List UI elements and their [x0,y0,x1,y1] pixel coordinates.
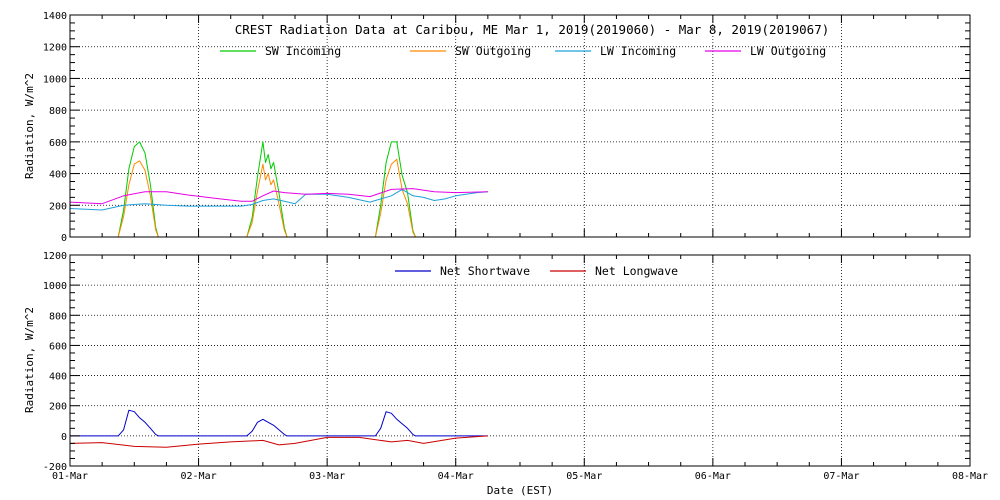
x-tick-label: 06-Mar [695,471,731,482]
top-panel: 0 200 400 600 800 1000 1200 1400 CREST Radiatio… [23,11,971,244]
top-ticks [69,14,971,238]
legend-label: Net Shortwave [440,264,530,278]
legend-label: Net Longwave [595,264,678,278]
bottom-legend: Net Shortwave Net Longwave [395,264,678,278]
x-tick-label: 03-Mar [309,471,345,482]
y-tick-label: 800 [49,106,67,117]
y-tick-label: -200 [43,462,67,473]
y-tick-label: 400 [49,372,67,383]
x-tick-label: 05-Mar [566,471,602,482]
bottom-y-tick-labels: -200 0 200 400 600 800 1000 1200 [43,251,67,473]
bottom-y-axis-label: Radiation, W/m^2 [23,307,36,413]
series-line-sw-outgoing [117,158,416,238]
bottom-ticks [69,254,971,467]
y-tick-label: 400 [49,170,67,181]
x-tick-label: 02-Mar [181,471,217,482]
legend-label: SW Outgoing [455,44,531,58]
x-tick-label: 01-Mar [52,471,88,482]
legend-label: LW Outgoing [750,44,826,58]
y-tick-label: 1000 [43,74,67,85]
top-chart-title: CREST Radiation Data at Caribou, ME Mar … [235,22,830,37]
top-grid [70,15,970,237]
series-line-net-longwave [69,435,488,448]
bottom-x-tick-labels: 01-Mar 02-Mar 03-Mar 04-Mar 05-Mar 06-Mar 07-M… [52,471,988,482]
series-line-lw-outgoing [69,188,488,205]
top-y-axis-label: Radiation, W/m^2 [23,73,36,179]
y-tick-label: 800 [49,311,67,322]
top-y-tick-labels: 0 200 400 600 800 1000 1200 1400 [43,11,67,244]
y-tick-label: 1400 [43,11,67,22]
y-tick-label: 200 [49,402,67,413]
y-tick-label: 600 [49,138,67,149]
y-tick-label: 1000 [43,281,67,292]
y-tick-label: 200 [49,201,67,212]
y-tick-label: 0 [61,233,67,244]
x-tick-label: 08-Mar [952,471,988,482]
bottom-grid [70,255,970,466]
legend-label: LW Incoming [600,44,676,58]
x-tick-label: 04-Mar [438,471,474,482]
x-tick-label: 07-Mar [823,471,859,482]
series-line-net-shortwave [70,409,488,437]
top-series-group [69,141,488,238]
y-tick-label: 600 [49,341,67,352]
y-tick-label: 1200 [43,43,67,54]
series-line-sw-incoming [117,141,416,238]
top-legend: SW Incoming SW Outgoing LW Incoming LW Outg… [220,44,826,58]
bottom-series-group [69,409,488,448]
y-tick-label: 1200 [43,251,67,262]
legend-label: SW Incoming [265,44,341,58]
y-tick-label: 0 [61,432,67,443]
x-axis-label: Date (EST) [487,484,553,497]
bottom-panel: -200 0 200 400 600 800 1000 1200 01-Mar 02-Mar 03… [23,251,988,497]
